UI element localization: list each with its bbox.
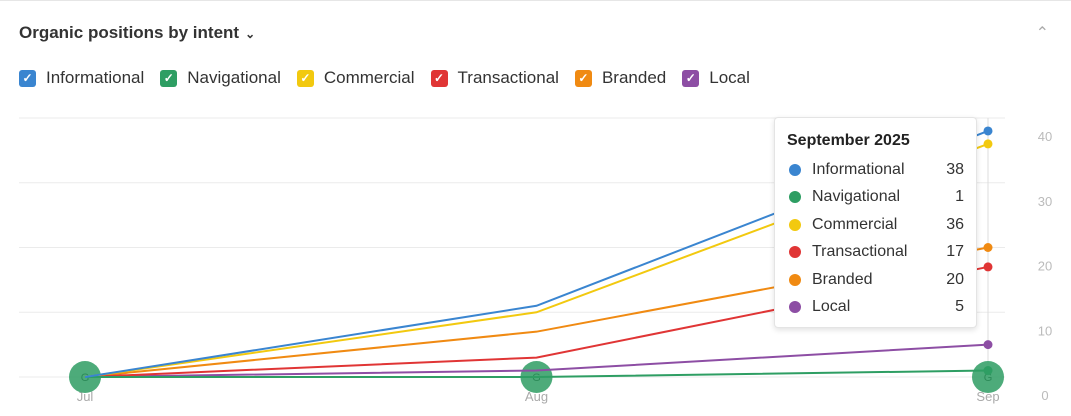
data-point <box>983 126 993 136</box>
legend-label: Commercial <box>323 68 415 87</box>
checkbox-checked-icon[interactable]: ✓ <box>574 69 592 87</box>
legend-item-branded[interactable]: ✓ Branded <box>574 68 667 88</box>
tooltip-value: 5 <box>955 298 964 316</box>
legend-item-transactional[interactable]: ✓ Transactional <box>430 68 559 88</box>
series-dot-icon <box>789 218 801 231</box>
tooltip-row-informational: Informational 38 <box>789 156 964 184</box>
series-dot-icon <box>789 163 801 176</box>
legend-label: Navigational <box>187 68 281 87</box>
series-dot-icon <box>789 246 801 259</box>
title-text: Organic positions by intent <box>19 23 240 42</box>
y-tick-label: 0 <box>1041 388 1048 403</box>
series-dot-icon <box>789 273 801 286</box>
series-dot-icon <box>789 191 801 204</box>
widget-title[interactable]: Organic positions by intent ⌄ <box>19 23 255 43</box>
tooltip-row-local: Local 5 <box>789 294 964 322</box>
checkbox-checked-icon[interactable]: ✓ <box>19 69 36 87</box>
y-tick-label: 10 <box>1038 323 1052 338</box>
checkbox-checked-icon[interactable]: ✓ <box>296 69 314 87</box>
data-point <box>983 139 993 149</box>
tooltip: September 2025 Informational 38 Navigation… <box>774 117 977 328</box>
data-point <box>983 243 993 252</box>
chevron-down-icon[interactable]: ⌄ <box>245 27 256 41</box>
series-line-local <box>84 343 989 378</box>
tooltip-label: Branded <box>812 270 873 288</box>
legend-label: Local <box>709 68 750 87</box>
annotation-label: G <box>984 372 993 384</box>
legend: ✓ Informational ✓ Navigational ✓ Commercial ✓ T… <box>19 68 750 88</box>
tooltip-row-commercial: Commercial 36 <box>789 211 964 239</box>
y-tick-label: 30 <box>1038 194 1052 209</box>
chevron-up-icon[interactable]: ⌃ <box>1035 25 1049 42</box>
y-tick-label: 40 <box>1038 129 1052 144</box>
tooltip-label: Commercial <box>812 215 898 233</box>
series-line-navigational <box>85 369 989 378</box>
data-point <box>983 340 993 350</box>
x-tick-label: Sep <box>976 389 999 404</box>
tooltip-value: 17 <box>946 243 964 261</box>
tooltip-value: 38 <box>946 160 964 178</box>
tooltip-value: 1 <box>955 188 964 206</box>
tooltip-row-branded: Branded 20 <box>789 266 964 294</box>
tooltip-row-navigational: Navigational 1 <box>789 184 964 212</box>
tooltip-title: September 2025 <box>787 132 910 149</box>
x-tick-label: Jul <box>77 389 94 404</box>
google-update-marker <box>972 361 1004 393</box>
tooltip-label: Informational <box>812 160 905 178</box>
tooltip-label: Local <box>812 298 851 316</box>
series-dot-icon <box>789 301 801 314</box>
legend-item-informational[interactable]: ✓ Informational <box>19 68 144 88</box>
legend-item-local[interactable]: ✓ Local <box>682 68 750 88</box>
tooltip-label: Navigational <box>812 188 901 206</box>
legend-label: Informational <box>46 68 145 87</box>
tooltip-row-transactional: Transactional 17 <box>789 239 964 267</box>
legend-item-navigational[interactable]: ✓ Navigational <box>160 68 281 88</box>
x-tick-label: Aug <box>525 389 548 404</box>
y-tick-label: 20 <box>1038 259 1052 274</box>
legend-item-commercial[interactable]: ✓ Commercial <box>296 68 415 88</box>
tooltip-value: 36 <box>946 215 964 233</box>
checkbox-checked-icon[interactable]: ✓ <box>160 69 178 87</box>
legend-label: Branded <box>601 68 667 87</box>
legend-label: Transactional <box>457 68 559 87</box>
data-point <box>983 366 993 376</box>
checkbox-checked-icon[interactable]: ✓ <box>682 69 700 87</box>
data-point <box>983 262 993 272</box>
checkbox-checked-icon[interactable]: ✓ <box>430 69 448 87</box>
tooltip-value: 20 <box>946 270 964 288</box>
tooltip-label: Transactional <box>812 243 908 261</box>
